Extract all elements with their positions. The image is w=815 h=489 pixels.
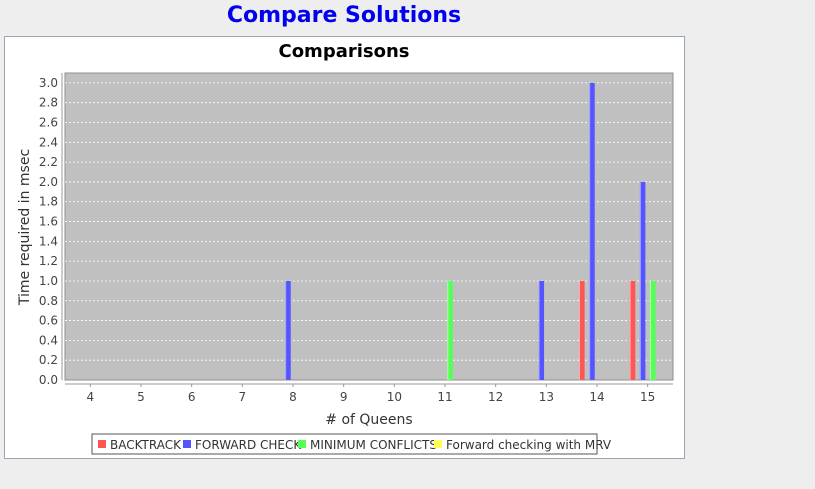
x-tick-label: 13 — [539, 390, 554, 404]
x-tick-label: 12 — [488, 390, 503, 404]
legend-label: Forward checking with MRV — [446, 438, 612, 452]
bar-highlight — [649, 280, 651, 380]
y-tick-label: 2.4 — [39, 135, 58, 149]
legend-box — [91, 433, 598, 455]
chart-title: Comparisons — [278, 41, 409, 62]
plot-background — [64, 72, 674, 381]
bar-minimum-conflicts — [649, 280, 656, 380]
legend-swatch — [98, 440, 106, 448]
x-tick-label: 8 — [289, 390, 297, 404]
legend-swatch — [298, 440, 306, 448]
y-tick-label: 1.2 — [39, 254, 58, 268]
legend-label: MINIMUM CONFLICTS — [310, 438, 437, 452]
y-tick-label: 2.8 — [39, 96, 58, 110]
bar-minimum-conflicts — [447, 280, 453, 380]
bar-chart: Comparisons 0.0 0.2 0.4 0.6 0.8 1.0 1.2 1.4 1.6 1… — [17, 41, 674, 455]
x-tick-label: 6 — [188, 390, 196, 404]
bar-highlight — [579, 280, 581, 380]
x-tick-labels: 4 5 6 7 8 9 10 11 12 13 14 15 — [87, 384, 655, 404]
legend-label: FORWARD CHECK — [195, 438, 302, 452]
bars — [285, 82, 656, 380]
chart-panel: Comparisons 0.0 0.2 0.4 0.6 0.8 1.0 1.2 1.4 1.6 1… — [4, 36, 685, 459]
y-tick-label: 1.4 — [39, 234, 58, 248]
y-tick-label: 2.2 — [39, 155, 58, 169]
y-tick-label: 0.6 — [39, 314, 58, 328]
bar-highlight — [639, 181, 641, 380]
y-tick-labels: 0.0 0.2 0.4 0.6 0.8 1.0 1.2 1.4 1.6 1.8 2.0 2.2 2.4 2… — [39, 76, 58, 387]
x-tick-label: 7 — [239, 390, 247, 404]
bar-forward-check — [639, 181, 646, 380]
window-title: Compare Solutions — [226, 3, 462, 28]
legend: BACKTRACK FORWARD CHECK MINIMUM CONFLICTS F… — [98, 438, 612, 452]
bar-backtrack — [629, 280, 636, 380]
x-tick-label: 4 — [87, 390, 95, 404]
x-tick-label: 14 — [589, 390, 604, 404]
y-tick-label: 2.0 — [39, 175, 58, 189]
y-tick-label: 0.2 — [39, 353, 58, 367]
y-tick-label: 0.4 — [39, 333, 58, 347]
y-tick-label: 1.6 — [39, 215, 58, 229]
bar-forward-check — [589, 82, 595, 380]
bar-forward-check — [285, 280, 291, 380]
y-tick-label: 3.0 — [39, 76, 58, 90]
legend-swatch — [434, 440, 442, 448]
x-tick-label: 5 — [137, 390, 145, 404]
y-tick-label: 0.8 — [39, 294, 58, 308]
y-axis-label: Time required in msec — [17, 149, 33, 306]
bar-forward-check — [538, 280, 545, 380]
legend-swatch — [183, 440, 191, 448]
x-tick-label: 15 — [640, 390, 655, 404]
bar-backtrack — [579, 280, 585, 380]
y-tick-label: 1.0 — [39, 274, 58, 288]
x-tick-label: 9 — [340, 390, 348, 404]
y-tick-label: 1.8 — [39, 195, 58, 209]
bar-highlight — [538, 280, 540, 380]
x-tick-label: 10 — [387, 390, 402, 404]
bar-highlight — [447, 280, 449, 380]
bar-highlight — [589, 82, 591, 380]
bar-highlight — [629, 280, 631, 380]
x-axis-label: # of Queens — [325, 412, 412, 428]
x-tick-label: 11 — [437, 390, 452, 404]
y-tick-label: 2.6 — [39, 116, 58, 130]
bar-highlight — [285, 280, 287, 380]
legend-label: BACKTRACK — [110, 438, 182, 452]
grid-lines — [65, 82, 673, 361]
y-tick-label: 0.0 — [39, 373, 58, 387]
